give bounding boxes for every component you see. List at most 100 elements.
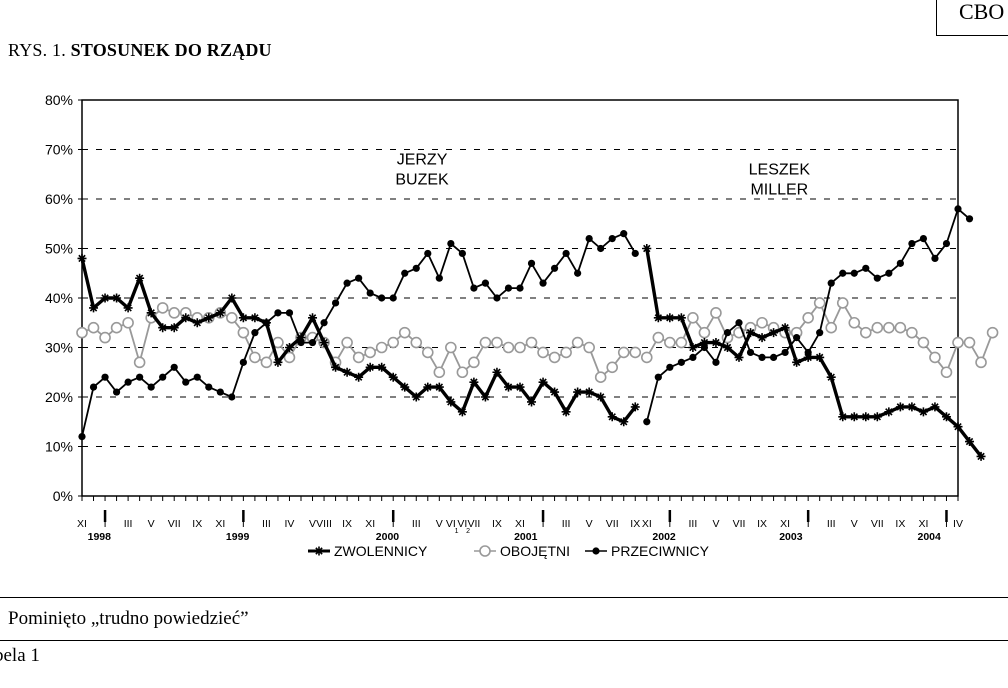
x-month-label: VII [606, 518, 619, 530]
x-month-label: IX [757, 518, 767, 530]
data-point [802, 311, 814, 324]
data-point [859, 326, 872, 339]
data-point [470, 284, 478, 292]
data-point [112, 293, 122, 303]
data-point [89, 383, 98, 391]
data-point [607, 412, 617, 422]
data-point [848, 316, 861, 329]
data-point [723, 329, 732, 337]
data-point [630, 402, 640, 412]
data-point [468, 356, 480, 369]
data-point [597, 244, 605, 253]
data-point [411, 392, 421, 402]
data-point [825, 321, 838, 334]
data-point [917, 336, 930, 349]
data-point [227, 293, 237, 303]
data-point [228, 393, 236, 401]
data-point [722, 343, 732, 352]
data-point [87, 321, 100, 334]
x-month-label: V [148, 518, 155, 530]
data-point [181, 313, 191, 323]
data-point [793, 334, 801, 342]
data-point [965, 215, 974, 223]
data-point [539, 279, 547, 287]
data-point [929, 351, 941, 364]
data-point [446, 397, 456, 407]
data-point [398, 326, 411, 339]
y-tick-label: 80% [45, 92, 73, 108]
legend-label: PRZECIWNICY [611, 543, 710, 559]
data-point [249, 351, 261, 364]
data-point [122, 316, 134, 329]
x-month-label: I [242, 518, 245, 530]
annotation: JERZY BUZEK [395, 151, 449, 188]
data-point [492, 367, 502, 377]
data-point [548, 351, 561, 364]
data-point [101, 373, 109, 381]
annotation-line: MILLER [750, 181, 808, 198]
x-month-label: VII [733, 518, 746, 530]
data-point [687, 311, 699, 324]
x-month-label: I [668, 518, 671, 530]
data-point [193, 373, 201, 381]
x-year-label: 1999 [226, 531, 250, 543]
annotation: LESZEK MILLER [749, 161, 811, 198]
data-point [735, 319, 743, 327]
data-point [896, 259, 904, 267]
data-point [975, 356, 987, 369]
y-tick-label: 70% [45, 142, 73, 158]
footnote: Pominięto „trudno powiedzieć” [8, 608, 249, 629]
data-point [561, 407, 571, 417]
data-point [813, 297, 826, 309]
data-point [653, 313, 663, 323]
data-point [527, 397, 537, 407]
data-point [953, 422, 963, 432]
data-point [100, 293, 110, 303]
data-point [389, 294, 397, 302]
data-point [168, 307, 181, 319]
data-point [77, 253, 87, 263]
data-point [757, 333, 767, 343]
data-point [688, 343, 698, 352]
data-point [366, 289, 374, 297]
data-point [364, 346, 376, 359]
data-point [343, 279, 351, 287]
data-point [331, 362, 341, 372]
data-point [502, 341, 515, 354]
data-point [456, 366, 469, 379]
y-tick-label: 10% [45, 439, 73, 455]
data-point [885, 269, 893, 277]
data-point [640, 351, 653, 364]
x-month-label: IX [192, 518, 202, 530]
data-point [930, 402, 940, 412]
data-point [238, 313, 248, 323]
data-point [562, 249, 570, 258]
data-point [954, 205, 962, 213]
data-point [308, 313, 318, 323]
x-month-label: XI [780, 518, 790, 530]
corner-label-box: CBO [936, 0, 1008, 36]
data-point [689, 353, 697, 361]
data-point [261, 318, 271, 328]
y-tick-label: 20% [45, 389, 73, 405]
data-point [642, 244, 652, 253]
data-point [986, 326, 999, 339]
data-point [469, 377, 479, 387]
data-point [158, 323, 168, 333]
data-point [873, 274, 881, 282]
data-point [457, 407, 467, 417]
x-month-label: VIII [316, 518, 332, 530]
data-point [251, 329, 259, 337]
data-point [525, 336, 538, 349]
data-point [273, 357, 283, 367]
line-chart: 0%10%20%30%40%50%60%70%80%XI I III V VII IX XI… [45, 92, 999, 559]
data-point [388, 372, 398, 382]
data-point [479, 336, 492, 349]
data-point [250, 313, 260, 323]
series-line [80, 258, 637, 424]
data-point [619, 417, 629, 427]
x-month-label: VI [457, 518, 467, 530]
data-point [112, 388, 121, 396]
data-point [136, 373, 144, 381]
data-point [354, 372, 364, 382]
